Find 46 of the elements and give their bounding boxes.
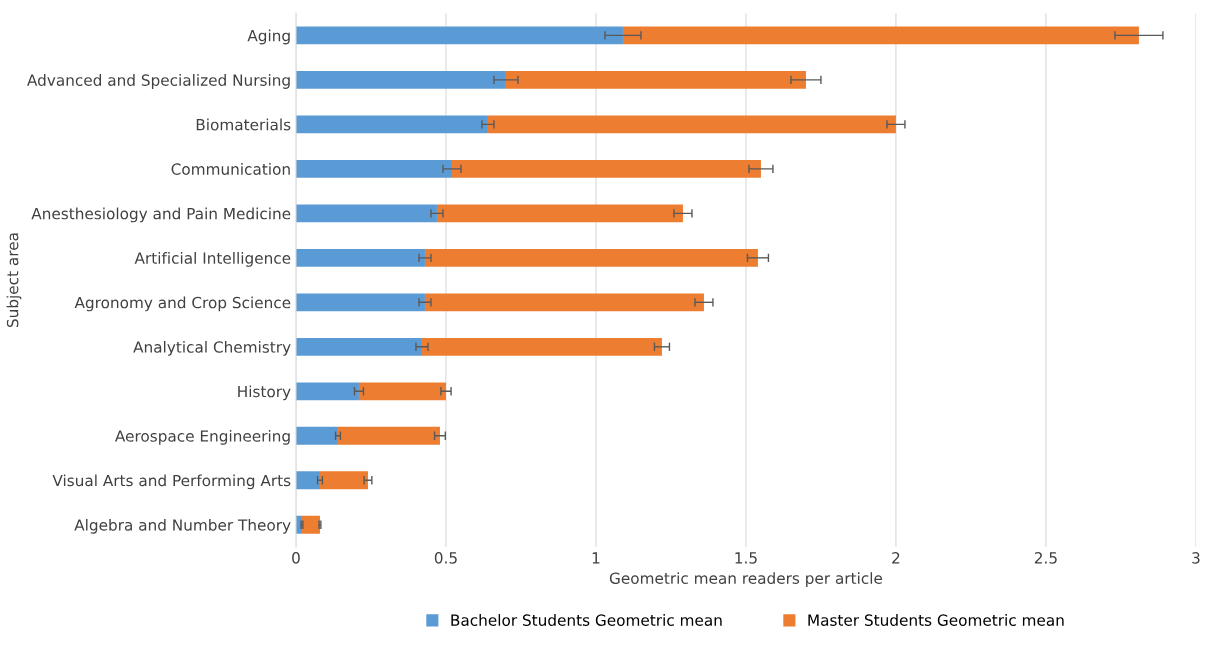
bar [337, 426, 440, 445]
y-tick-label: Visual Arts and Performing Arts [52, 474, 291, 490]
y-tick-label: Analytical Chemistry [133, 340, 291, 356]
y-tick-label: History [238, 385, 291, 401]
bar [295, 337, 422, 356]
bar [319, 471, 368, 490]
bar [295, 426, 338, 445]
bar [505, 71, 806, 89]
bar [295, 248, 425, 267]
y-tick-label: Anesthesiology and Pain Medicine [31, 207, 291, 223]
x-tick-label: 0.5 [434, 552, 457, 564]
y-tick-label: Aerospace Engineering [115, 429, 290, 445]
x-tick-label: 1 [592, 552, 600, 564]
y-tick-label: Artificial Intelligence [134, 252, 291, 267]
y-tick-label: Agronomy and Crop Science [74, 296, 291, 312]
x-axis-title: Geometric mean readers per article [609, 572, 883, 587]
legend-label: Master Students Geometric mean [808, 614, 1064, 626]
y-tick-label: Algebra and Number Theory [74, 518, 291, 534]
y-tick-label: Aging [247, 29, 290, 45]
bar [421, 337, 662, 356]
bar [295, 159, 452, 178]
bar [301, 515, 320, 534]
y-tick-label: Advanced and Specialized Nursing [27, 74, 290, 89]
bar [358, 382, 446, 401]
bar [295, 382, 359, 401]
bar [295, 204, 437, 223]
x-tick-label: 3 [1192, 552, 1200, 564]
y-tick-label: Biomaterials [196, 118, 291, 131]
x-tick-label: 2.5 [1034, 552, 1057, 564]
bar [295, 26, 623, 45]
bar [487, 115, 896, 134]
bar [295, 71, 506, 89]
bar [424, 293, 704, 312]
bar [622, 26, 1139, 45]
legend-label: Bachelor Students Geometric mean [451, 614, 722, 626]
x-tick-label: 0 [292, 552, 300, 564]
bar [295, 471, 320, 490]
y-tick-label: Communication [171, 163, 290, 175]
x-tick-label: 1.5 [735, 552, 757, 564]
y-axis-title: Subject area [6, 233, 22, 328]
bar [295, 293, 425, 312]
bar [451, 159, 761, 178]
bar [424, 248, 758, 267]
x-tick-label: 2 [892, 552, 900, 564]
bar [436, 204, 683, 223]
bar [295, 115, 488, 134]
